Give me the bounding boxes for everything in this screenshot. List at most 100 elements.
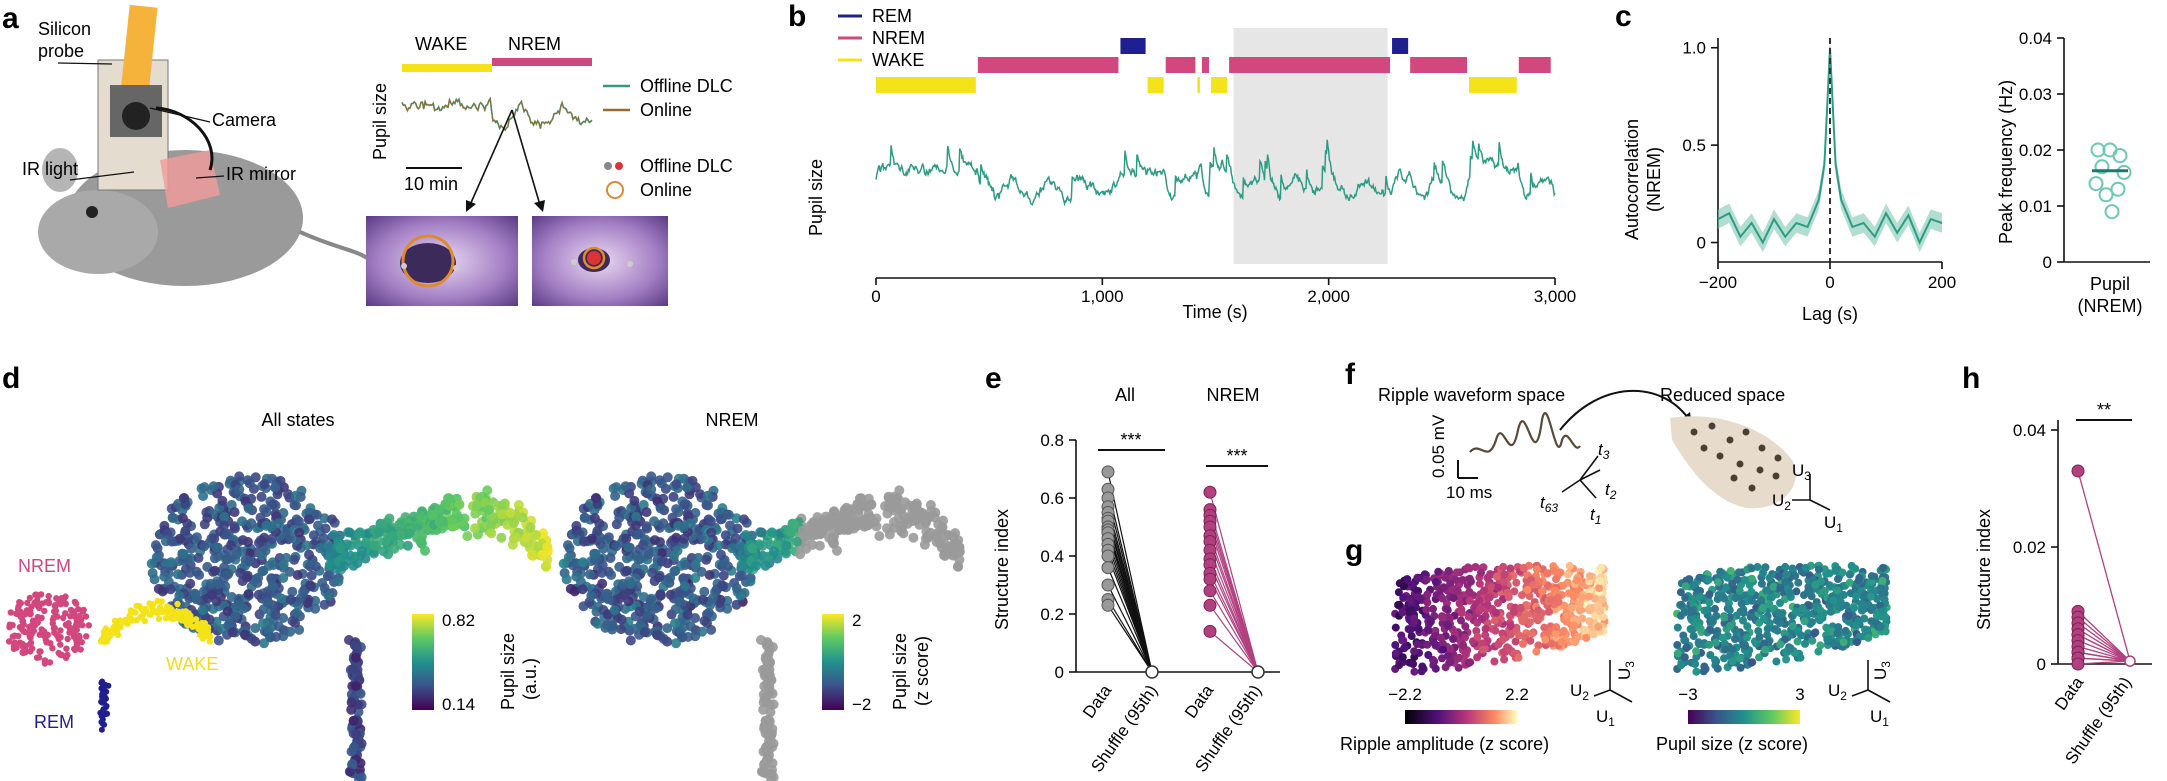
c-autocorr-band [1718,38,1942,253]
g-amp-point-470 [1494,599,1502,607]
g-amp-point-566 [1400,643,1409,652]
g-pupil-point-597 [1695,640,1704,649]
d-all-point-744 [395,530,406,540]
d-state-nrem-point-58 [26,594,34,602]
d-nrem-point-493 [719,557,730,568]
g-amp-point-636 [1499,562,1508,571]
g-pupil-point-642 [1786,644,1795,653]
g-amp-point-368 [1490,657,1499,666]
d-state-wake-point-111 [206,638,213,645]
d-all-point-517 [271,631,282,642]
d-all-point-364 [184,567,195,578]
b-state-bar-0 [876,77,976,93]
svg-text:t1: t1 [1590,505,1601,527]
g-pupil-point-629 [1776,583,1785,592]
g-pupil-point-595 [1725,605,1734,614]
g-amp-point-477 [1431,664,1440,673]
g-amp-point-550 [1406,625,1415,634]
d-all-point-788 [530,530,541,540]
d-all-point-794 [389,543,400,554]
d-all-point-423 [268,581,278,592]
g-pupil-point-596 [1878,563,1887,572]
e-title-nrem: NREM [1207,385,1260,405]
panel-label-h: h [1962,362,1980,395]
d-nrem-point-250 [704,570,715,580]
g-pupil-point-631 [1801,563,1810,572]
d-nrem-point-482 [650,603,661,614]
d-all-point-799 [520,532,531,543]
d-nrem-point-472 [623,542,634,553]
g-amp-point-564 [1510,607,1518,616]
g-pupil-point-366 [1725,613,1734,622]
svg-text:U2: U2 [1570,681,1589,703]
g-pupil-point-504 [1767,593,1776,602]
g-pupil-point-389 [1747,574,1756,583]
panel-label-a: a [2,2,19,35]
d-state-nrem-point-75 [38,614,45,621]
svg-text:U1: U1 [1596,707,1615,729]
d-nrem-point-524 [908,532,919,543]
d-all-point-25 [287,586,298,597]
c-autocorr-line [1717,47,1943,245]
g-pupil-point-539 [1805,585,1814,594]
g-amp-point-545 [1500,655,1509,664]
wake-bar [402,64,492,72]
g-amp-point-524 [1551,629,1560,638]
d-state-nrem-point-99 [77,646,84,653]
d-all-point-47 [209,553,220,564]
h-ytick-label-0: 0 [2037,655,2046,674]
d-all-point-908 [351,681,361,692]
d-nrem-point-347 [668,491,679,502]
d-nrem-point-766 [882,508,893,519]
g-pupil-point-543 [1796,653,1805,662]
g-amp-point-568 [1466,658,1475,667]
d-all-point-766 [470,508,481,519]
g-amp-point-503 [1526,636,1535,645]
state-nrem-label: NREM [508,34,561,54]
d-nrem-point-731 [767,527,777,538]
d-nrem-point-491 [662,623,673,634]
g-u1-a-sub: 1 [1608,715,1615,729]
f-title-right: Reduced space [1660,385,1785,405]
d-nrem-point-696 [735,540,746,551]
g-pupil-point-277 [1763,624,1772,633]
g-pupil-point-579 [1851,621,1860,630]
d-nrem-point-335 [702,618,712,629]
g-pupil-point-632 [1776,640,1785,649]
g-pupil-point-354 [1728,645,1737,654]
g-amp-point-581 [1532,565,1541,574]
d-state-wake-point-127 [150,601,157,608]
g-pupil-point-620 [1692,647,1701,656]
e-point-1-13 [1203,598,1217,612]
c-xlabel: Lag (s) [1802,304,1858,324]
g-pupil-size-embedding [1673,561,1891,676]
g-pupil-point-561 [1834,623,1843,632]
d-nrem-point-744 [807,530,818,540]
d-state-rem-point-30 [104,710,111,717]
g-amp-point-346 [1475,596,1484,605]
d-state-wake-point-115 [133,602,140,610]
e-point-1-11 [1203,572,1217,586]
g-pupil-point-544 [1765,573,1774,582]
d-all-point-252 [191,532,202,543]
d-nrem-point-331 [610,491,621,501]
d-nrem-point-519 [656,556,667,567]
d-nrem-point-318 [584,569,595,580]
d-state-nrem-point-167 [82,613,90,620]
d-nrem-point-410 [646,484,657,495]
legend2-online: Online [640,180,692,200]
d-all-point-470 [301,540,312,551]
g-pupil-point-605 [1800,591,1808,600]
g-amp-point-531 [1432,591,1441,599]
g-cbar1-min: −2.2 [1388,685,1422,704]
g-pupil-point-582 [1836,593,1844,602]
d-nrem-point-457 [630,520,641,531]
d-nrem-point-312 [678,573,689,584]
label-probe: probe [38,41,84,61]
d-nrem-point-456 [580,512,590,523]
g-pupil-point-530 [1704,575,1713,584]
d-all-point-452 [242,570,253,581]
g-amp-point-446 [1598,595,1607,604]
g-pupil-point-583 [1720,594,1729,603]
c-ticks: −200 0 200 0 0.5 1.0 [1682,39,1956,292]
